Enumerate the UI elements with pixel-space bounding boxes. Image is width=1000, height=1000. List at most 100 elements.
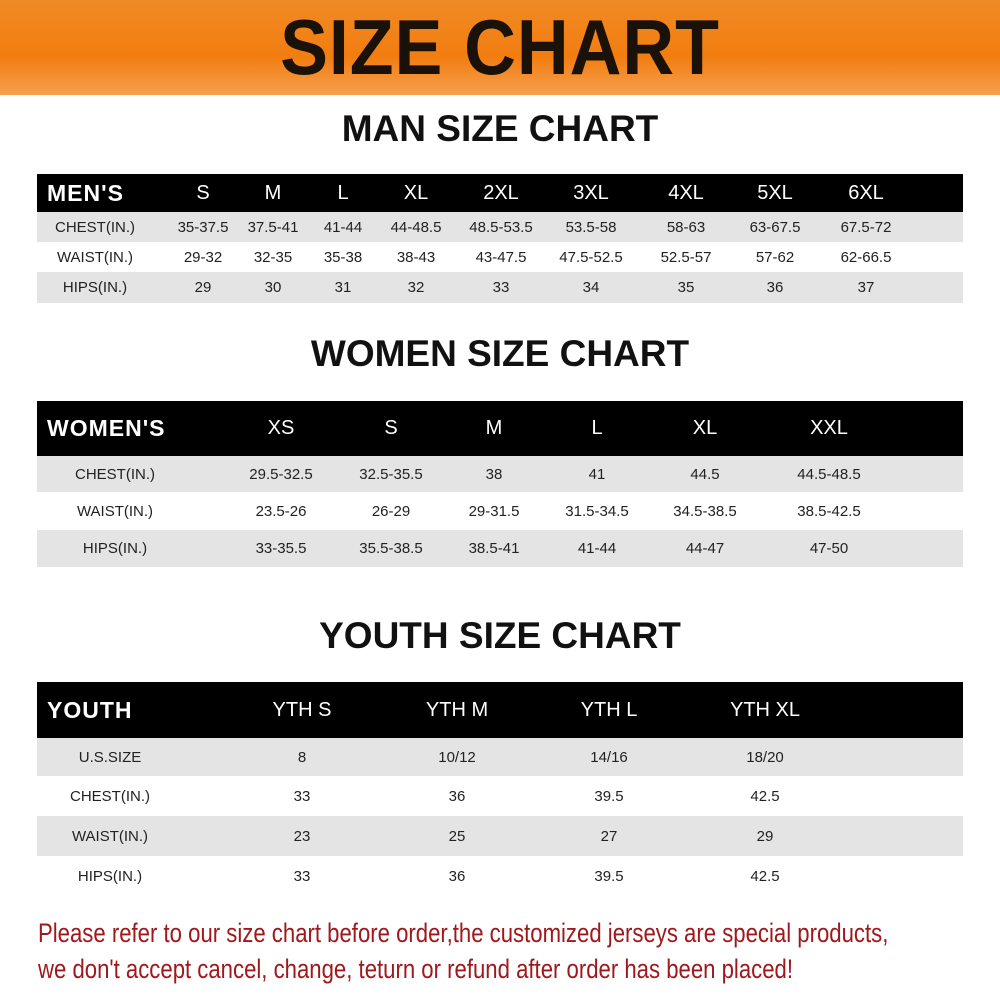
measure-cell: 36	[448, 787, 466, 805]
women-size-table: WOMEN'S XS S M L XL XXL CHEST(IN.) 29.5-32.5 32.5…	[37, 401, 963, 567]
size-header-cell: YTH M	[425, 698, 489, 721]
table-row: CHEST(IN.) 29.5-32.5 32.5-35.5 38 41 44.5 44.5…	[37, 456, 963, 492]
measure-cell: 14/16	[590, 748, 628, 766]
table-row: U.S.SIZE 8 10/12 14/16 18/20	[37, 738, 963, 776]
size-header-cell: XXL	[810, 417, 848, 439]
row-label: CHEST(IN.)	[55, 218, 135, 236]
measure-cell: 35-37.5	[177, 218, 229, 236]
measure-cell: 42.5	[750, 787, 780, 805]
measure-cell: 29	[194, 279, 212, 296]
measure-cell: 36	[766, 279, 784, 296]
measure-cell: 37	[857, 279, 875, 296]
measure-cell: 32-35	[253, 248, 293, 266]
row-label: U.S.SIZE	[78, 748, 142, 766]
size-header-cell: L	[337, 181, 349, 204]
size-header-cell: YTH XL	[729, 698, 801, 721]
size-header-cell: XL	[403, 181, 429, 204]
measure-cell: 33	[293, 787, 311, 805]
men-section-title: MAN SIZE CHART	[341, 108, 659, 149]
measure-cell: 34	[582, 279, 600, 296]
measure-cell: 29-32	[183, 248, 223, 266]
measure-cell: 43-47.5	[475, 248, 527, 266]
size-header-cell: XS	[267, 417, 295, 439]
measure-cell: 10/12	[438, 748, 476, 766]
size-header-cell: 4XL	[668, 181, 704, 204]
measure-cell: 38.5-41	[468, 540, 520, 557]
measure-cell: 8	[297, 748, 307, 766]
table-row: HIPS(IN.) 33 36 39.5 42.5	[37, 856, 963, 896]
table-title-cell: WOMEN'S	[47, 415, 166, 441]
measure-cell: 30	[264, 279, 282, 296]
measure-cell: 38-43	[396, 248, 436, 266]
measure-cell: 25	[448, 827, 466, 845]
table-row: WAIST(IN.) 23 25 27 29	[37, 816, 963, 856]
measure-cell: 48.5-53.5	[469, 218, 533, 236]
measure-cell: 44.5-48.5	[797, 465, 861, 483]
header-row: WOMEN'S XS S M L XL XXL	[37, 401, 963, 456]
measure-cell: 44-47	[685, 540, 725, 557]
measure-cell: 35.5-38.5	[359, 540, 423, 557]
youth-section-title: YOUTH SIZE CHART	[319, 615, 681, 656]
measure-cell: 27	[600, 827, 618, 845]
measure-cell: 52.5-57	[660, 248, 712, 266]
size-header-cell: L	[591, 417, 603, 439]
banner: SIZE CHART	[0, 0, 1000, 95]
measure-cell: 29	[756, 827, 774, 845]
row-label: WAIST(IN.)	[76, 502, 154, 520]
table-row: HIPS(IN.) 33-35.5 35.5-38.5 38.5-41 41-44 44-…	[37, 530, 963, 567]
banner-title: SIZE CHART	[280, 3, 720, 91]
youth-size-table: YOUTH YTH S YTH M YTH L YTH XL U.S.SIZE 8 10/12…	[37, 682, 963, 896]
measure-cell: 42.5	[750, 867, 780, 885]
measure-cell: 33-35.5	[255, 540, 307, 557]
table-row: WAIST(IN.) 29-32 32-35 35-38 38-43 43-47.5 47.…	[37, 242, 963, 272]
measure-cell: 67.5-72	[840, 218, 892, 236]
size-header-cell: 3XL	[573, 181, 609, 204]
table-row: HIPS(IN.) 29 30 31 32 33 34 35 36 37	[37, 272, 963, 303]
measure-cell: 38	[485, 465, 503, 483]
size-header-cell: XL	[692, 417, 718, 439]
table-title-cell: YOUTH	[47, 696, 133, 723]
row-label: WAIST(IN.)	[71, 827, 149, 845]
row-label: WAIST(IN.)	[56, 248, 134, 266]
measure-cell: 41-44	[577, 540, 617, 557]
measure-cell: 38.5-42.5	[797, 502, 861, 520]
measure-cell: 32.5-35.5	[359, 465, 423, 483]
size-header-cell: 2XL	[483, 181, 519, 204]
row-label: HIPS(IN.)	[62, 279, 128, 296]
notice-line-1: Please refer to our size chart before or…	[38, 918, 889, 948]
measure-cell: 47.5-52.5	[559, 248, 623, 266]
measure-cell: 26-29	[371, 502, 411, 520]
measure-cell: 34.5-38.5	[673, 502, 737, 520]
measure-cell: 31	[334, 279, 352, 296]
size-header-cell: S	[384, 417, 398, 439]
measure-cell: 35-38	[323, 248, 363, 266]
measure-cell: 23	[293, 827, 311, 845]
table-row: CHEST(IN.) 35-37.5 37.5-41 41-44 44-48.5 48.5…	[37, 212, 963, 242]
table-row: CHEST(IN.) 33 36 39.5 42.5	[37, 776, 963, 816]
measure-cell: 58-63	[666, 218, 706, 236]
row-label: HIPS(IN.)	[82, 540, 148, 557]
measure-cell: 32	[407, 279, 425, 296]
women-section-title: WOMEN SIZE CHART	[310, 333, 690, 374]
men-size-table: MEN'S S M L XL 2XL 3XL 4XL 5XL 6XL CHEST(IN.) 35-37…	[37, 174, 963, 303]
row-label: CHEST(IN.)	[75, 465, 155, 483]
header-row: MEN'S S M L XL 2XL 3XL 4XL 5XL 6XL	[37, 174, 963, 212]
row-label: HIPS(IN.)	[77, 867, 143, 885]
size-header-cell: M	[485, 417, 503, 439]
size-header-cell: M	[264, 181, 282, 204]
measure-cell: 47-50	[809, 540, 849, 557]
size-header-cell: S	[196, 181, 210, 204]
header-row: YOUTH YTH S YTH M YTH L YTH XL	[37, 682, 963, 738]
size-header-cell: 5XL	[757, 181, 793, 204]
size-header-cell: YTH S	[272, 698, 332, 721]
measure-cell: 39.5	[594, 867, 624, 885]
notice-line-2: we don't accept cancel, change, teturn o…	[38, 954, 794, 984]
measure-cell: 41	[588, 465, 606, 483]
measure-cell: 44.5	[690, 465, 720, 483]
measure-cell: 53.5-58	[565, 218, 617, 236]
measure-cell: 37.5-41	[247, 218, 299, 236]
measure-cell: 57-62	[755, 248, 795, 266]
table-row: WAIST(IN.) 23.5-26 26-29 29-31.5 31.5-34.5 34…	[37, 492, 963, 530]
measure-cell: 63-67.5	[749, 218, 801, 236]
measure-cell: 39.5	[594, 787, 624, 805]
